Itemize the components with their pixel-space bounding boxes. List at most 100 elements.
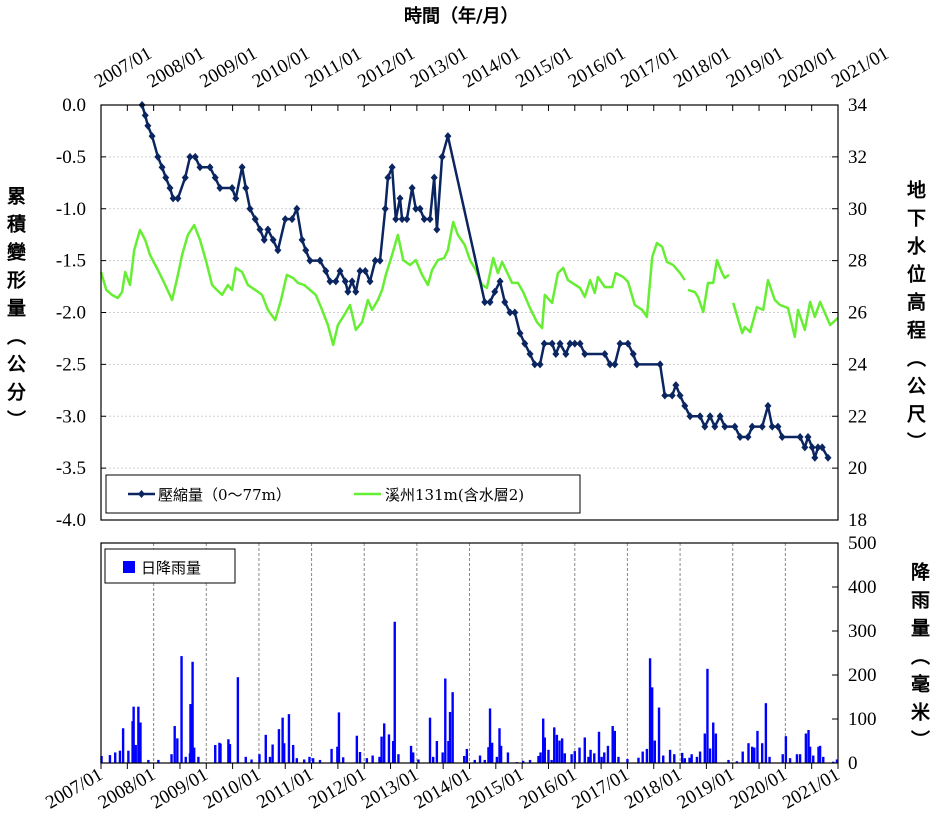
rain-y-tick-label: 400 bbox=[848, 577, 877, 598]
compression-marker bbox=[721, 422, 729, 431]
rain-bar bbox=[818, 745, 822, 763]
bottom-x-tick-label: 2015/01 bbox=[463, 764, 527, 813]
compression-marker bbox=[616, 339, 624, 348]
rain-bar bbox=[197, 756, 200, 763]
bottom-x-tick-label: 2012/01 bbox=[305, 764, 369, 813]
compression-marker bbox=[169, 194, 177, 203]
rain-bar bbox=[391, 741, 395, 763]
rain-bar bbox=[365, 758, 369, 763]
rain-bar bbox=[214, 744, 217, 763]
rain-bar bbox=[463, 755, 466, 763]
right-y-tick-label: 30 bbox=[848, 199, 867, 220]
left-y-tick-label: 0.0 bbox=[62, 95, 86, 116]
compression-marker bbox=[716, 412, 724, 421]
rain-bar bbox=[798, 754, 802, 763]
compression-marker bbox=[501, 298, 509, 307]
compression-marker bbox=[438, 152, 446, 161]
compression-marker bbox=[392, 215, 400, 224]
compression-marker bbox=[496, 277, 504, 286]
compression-marker bbox=[264, 225, 272, 234]
legend-rain: 日降雨量 bbox=[104, 548, 236, 584]
rain-bar bbox=[435, 741, 439, 763]
rain-bar bbox=[387, 734, 391, 763]
groundwater-line bbox=[99, 220, 839, 347]
compression-marker bbox=[384, 173, 392, 182]
compression-marker bbox=[511, 308, 519, 317]
bottom-x-tick-label: 2017/01 bbox=[568, 764, 632, 813]
compression-marker bbox=[748, 422, 756, 431]
rain-bar bbox=[688, 757, 691, 763]
compression-marker bbox=[624, 339, 632, 348]
rain-bar bbox=[184, 756, 187, 763]
rain-bar bbox=[336, 746, 339, 763]
legend-box bbox=[105, 474, 581, 514]
compression-marker bbox=[562, 350, 570, 358]
rain-bar bbox=[539, 752, 542, 763]
compression-marker bbox=[403, 215, 411, 224]
right-y-tick-label: 24 bbox=[848, 354, 868, 375]
rain-bar bbox=[264, 734, 267, 763]
rain-bar bbox=[573, 751, 576, 763]
right-y-tick-label: 18 bbox=[848, 510, 867, 531]
compression-marker bbox=[348, 277, 356, 286]
rain-bar bbox=[478, 755, 482, 763]
rain-bar bbox=[393, 621, 396, 763]
rain-y-tick-label: 100 bbox=[848, 709, 877, 730]
bottom-x-tick-label: 2010/01 bbox=[200, 764, 264, 813]
compression-marker bbox=[281, 215, 289, 224]
rain-bar bbox=[555, 734, 559, 763]
rain-bar bbox=[244, 756, 247, 763]
compression-marker bbox=[216, 184, 224, 192]
compression-marker bbox=[433, 225, 441, 234]
rain-bar bbox=[543, 737, 546, 763]
compression-marker bbox=[396, 194, 404, 203]
compression-marker bbox=[246, 204, 254, 213]
compression-marker bbox=[656, 360, 664, 369]
compression-marker bbox=[269, 235, 277, 244]
top-x-tick-label: 2016/01 bbox=[565, 43, 629, 92]
rain-bar bbox=[560, 738, 564, 763]
compression-marker bbox=[361, 267, 369, 275]
compression-marker bbox=[141, 111, 149, 120]
compression-marker bbox=[288, 215, 296, 224]
compression-marker bbox=[506, 308, 514, 317]
rain-bar bbox=[807, 730, 810, 763]
rain-bar bbox=[695, 756, 699, 763]
compression-marker bbox=[581, 350, 589, 358]
top-x-tick-label: 2020/01 bbox=[775, 43, 839, 92]
top-plot-frame bbox=[100, 104, 839, 521]
rain-bar bbox=[271, 744, 274, 763]
rain-bar bbox=[570, 754, 573, 763]
compression-marker bbox=[814, 443, 822, 452]
right-y-tick-label: 32 bbox=[848, 147, 867, 168]
compression-marker bbox=[356, 267, 364, 275]
legend-label-compression: 壓縮量（0～77m） bbox=[158, 486, 291, 504]
compression-marker bbox=[420, 215, 428, 224]
rain-bar bbox=[703, 733, 707, 763]
rain-bar bbox=[409, 745, 413, 763]
compression-marker bbox=[344, 287, 352, 296]
compression-marker bbox=[526, 350, 534, 358]
top-x-tick-label: 2019/01 bbox=[723, 43, 787, 92]
compression-marker bbox=[758, 422, 766, 431]
compression-marker bbox=[251, 215, 259, 224]
right-y-tick-label: 26 bbox=[848, 303, 867, 324]
rain-bar bbox=[653, 740, 657, 763]
compression-marker bbox=[352, 287, 360, 296]
left-y-tick-label: -0.5 bbox=[56, 147, 86, 168]
compression-marker bbox=[181, 173, 189, 182]
rain-bar bbox=[428, 717, 432, 763]
rain-bar bbox=[657, 707, 661, 763]
compression-marker bbox=[796, 433, 804, 441]
compression-marker bbox=[388, 163, 396, 172]
top-x-tick-label: 2008/01 bbox=[144, 43, 208, 92]
compression-marker bbox=[162, 173, 170, 182]
rain-bar bbox=[641, 751, 644, 763]
rain-bar bbox=[648, 658, 652, 763]
rain-bar bbox=[788, 758, 792, 763]
right-y-tick-label: 34 bbox=[848, 95, 868, 116]
compression-marker bbox=[481, 298, 489, 307]
top-x-tick-label: 2009/01 bbox=[196, 43, 260, 92]
left-y-axis-title: 累積變形量（公分） bbox=[4, 186, 26, 438]
rain-bar bbox=[330, 748, 333, 763]
